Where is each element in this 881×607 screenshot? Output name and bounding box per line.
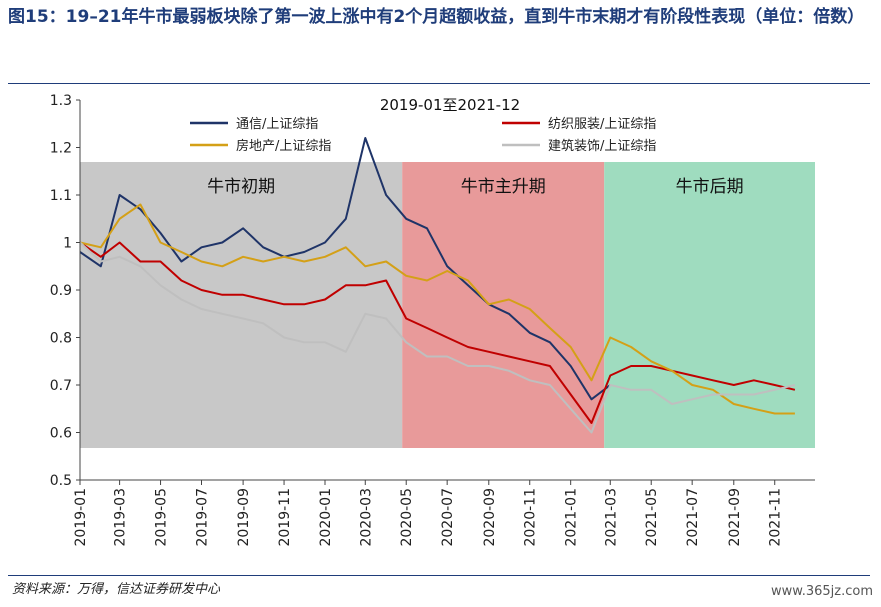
chart-title: 2019-01至2021-12 xyxy=(380,96,520,114)
x-tick-label-16: 2021-09 xyxy=(727,488,743,547)
y-tick-label-8: 1.3 xyxy=(50,93,72,109)
phase-band-0 xyxy=(80,162,403,448)
legend-label-2: 房地产/上证综指 xyxy=(236,138,331,154)
x-tick-label-1: 2019-03 xyxy=(113,488,129,547)
x-tick-label-8: 2020-05 xyxy=(399,488,415,547)
series-line-3 xyxy=(79,241,796,434)
axes: 0.5 0.6 0.7 0.8 0.9 1 1.1 1.2 1.3 2019-01 2019-03 2… xyxy=(50,93,815,547)
x-tick-label-0: 2019-01 xyxy=(73,488,89,547)
x-tick-label-4: 2019-09 xyxy=(236,488,252,547)
phase-bands: 牛市初期 牛市主升期 牛市后期 xyxy=(80,162,815,448)
footer-divider xyxy=(8,575,870,576)
series-line-2 xyxy=(79,203,795,415)
legend-label-1: 纺织服装/上证综指 xyxy=(548,117,656,132)
y-tick-label-3: 0.8 xyxy=(50,331,72,347)
x-tick-label-17: 2021-11 xyxy=(768,488,784,547)
watermark: www.365jz.com xyxy=(771,584,873,599)
title-divider xyxy=(8,83,870,84)
x-tick-label-3: 2019-07 xyxy=(194,488,210,547)
x-tick-label-10: 2020-09 xyxy=(482,488,498,547)
y-tick-label-6: 1.1 xyxy=(50,188,72,204)
y-tick-label-0: 0.5 xyxy=(50,473,72,489)
x-tick-label-9: 2020-07 xyxy=(440,488,456,547)
x-tick-label-5: 2019-11 xyxy=(277,488,293,547)
source-note: 资料来源：万得，信达证券研发中心 xyxy=(12,582,221,597)
y-tick-label-7: 1.2 xyxy=(50,141,72,157)
figure-title: 图15：19–21年牛市最弱板块除了第一波上涨中有2个月超额收益，直到牛市末期才… xyxy=(8,7,865,27)
x-tick-label-14: 2021-05 xyxy=(644,488,660,547)
y-tick-label-5: 1 xyxy=(63,236,72,252)
legend-label-3: 建筑装饰/上证综指 xyxy=(548,138,656,154)
x-tick-label-6: 2020-01 xyxy=(318,488,334,547)
phase-label-1: 牛市主升期 xyxy=(461,177,546,197)
y-tick-label-1: 0.6 xyxy=(50,426,72,442)
x-tick-label-2: 2019-05 xyxy=(154,488,170,547)
x-tick-label-15: 2021-07 xyxy=(685,488,701,547)
series-lines xyxy=(79,137,796,434)
phase-label-0: 牛市初期 xyxy=(207,177,275,197)
series-line-1 xyxy=(79,241,796,424)
phase-band-1 xyxy=(402,162,605,448)
series-line-0 xyxy=(79,137,611,401)
y-tick-label-2: 0.7 xyxy=(50,378,72,394)
y-tick-label-4: 0.9 xyxy=(50,283,72,299)
legend-label-0: 通信/上证综指 xyxy=(236,117,318,132)
x-tick-label-13: 2021-03 xyxy=(603,488,619,547)
phase-band-2 xyxy=(604,162,815,448)
x-tick-label-7: 2020-03 xyxy=(358,488,374,547)
phase-label-2: 牛市后期 xyxy=(676,177,744,197)
x-tick-label-12: 2021-01 xyxy=(564,488,580,547)
x-tick-label-11: 2020-11 xyxy=(523,488,539,547)
